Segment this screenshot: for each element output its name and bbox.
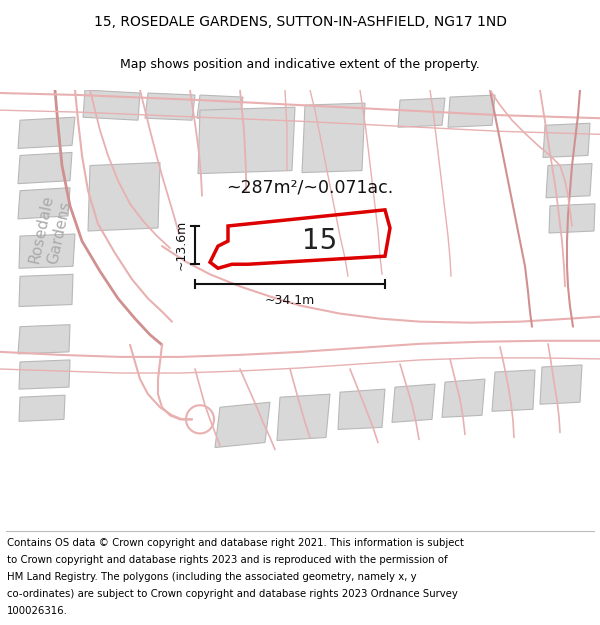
Polygon shape [492, 370, 535, 411]
Polygon shape [398, 98, 445, 128]
Polygon shape [549, 204, 595, 233]
Polygon shape [540, 365, 582, 404]
Polygon shape [18, 188, 70, 219]
Polygon shape [546, 164, 592, 198]
Polygon shape [392, 384, 435, 423]
Text: 15: 15 [302, 227, 338, 255]
Text: ~287m²/~0.071ac.: ~287m²/~0.071ac. [226, 179, 394, 197]
Polygon shape [18, 152, 72, 184]
Text: HM Land Registry. The polygons (including the associated geometry, namely x, y: HM Land Registry. The polygons (includin… [7, 572, 417, 582]
Text: ~13.6m: ~13.6m [175, 220, 188, 270]
Text: 100026316.: 100026316. [7, 606, 68, 616]
Polygon shape [18, 324, 70, 354]
Text: 15, ROSEDALE GARDENS, SUTTON-IN-ASHFIELD, NG17 1ND: 15, ROSEDALE GARDENS, SUTTON-IN-ASHFIELD… [94, 16, 506, 29]
Polygon shape [83, 90, 140, 120]
Polygon shape [19, 360, 70, 389]
Text: ~34.1m: ~34.1m [265, 294, 315, 308]
Polygon shape [338, 389, 385, 429]
Polygon shape [543, 123, 590, 158]
Polygon shape [19, 274, 73, 306]
Polygon shape [88, 162, 160, 231]
Polygon shape [442, 379, 485, 418]
Polygon shape [198, 107, 295, 174]
Polygon shape [448, 95, 495, 128]
Text: Map shows position and indicative extent of the property.: Map shows position and indicative extent… [120, 58, 480, 71]
Polygon shape [215, 402, 270, 448]
Text: co-ordinates) are subject to Crown copyright and database rights 2023 Ordnance S: co-ordinates) are subject to Crown copyr… [7, 589, 458, 599]
Polygon shape [19, 395, 65, 421]
Text: Contains OS data © Crown copyright and database right 2021. This information is : Contains OS data © Crown copyright and d… [7, 538, 464, 548]
Polygon shape [302, 103, 365, 172]
Polygon shape [277, 394, 330, 441]
Polygon shape [197, 95, 243, 120]
Polygon shape [18, 118, 75, 148]
Polygon shape [19, 234, 75, 268]
Polygon shape [145, 93, 195, 120]
Text: to Crown copyright and database rights 2023 and is reproduced with the permissio: to Crown copyright and database rights 2… [7, 555, 448, 565]
Text: Rosedale
Gardens: Rosedale Gardens [26, 193, 74, 269]
